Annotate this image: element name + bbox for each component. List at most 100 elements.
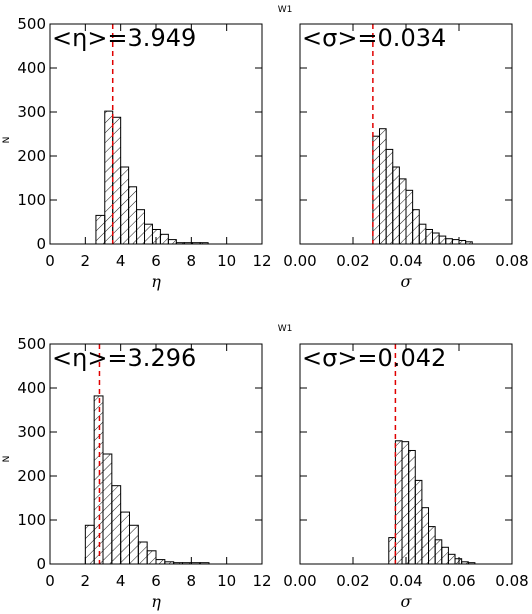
histogram-bar bbox=[155, 559, 166, 565]
histogram-bar bbox=[388, 537, 396, 565]
x-tick-label: 0.00 bbox=[283, 572, 316, 590]
histogram-bar bbox=[144, 223, 153, 245]
histogram-bars bbox=[95, 110, 209, 245]
histogram-bar bbox=[398, 178, 407, 245]
mean-annotation: <η>=3.949 bbox=[52, 24, 196, 52]
y-ticks bbox=[300, 23, 512, 245]
panel-title: W1 bbox=[278, 324, 293, 334]
histogram-bar bbox=[392, 166, 400, 245]
x-tick-label: 4 bbox=[116, 252, 126, 270]
x-axis-label: σ bbox=[401, 272, 413, 291]
y-axis-label: N bbox=[2, 456, 12, 463]
histogram-bar bbox=[167, 239, 177, 245]
panel-sigma-bottom: 0.00 0.02 0.04 0.06 0.08 <σ>=0.042 σ bbox=[283, 343, 529, 611]
histogram-bar bbox=[112, 116, 122, 245]
x-tick-label: 10 bbox=[217, 572, 236, 590]
histogram-bars bbox=[84, 395, 210, 565]
y-tick-label: 400 bbox=[17, 379, 46, 397]
x-tick-label: 8 bbox=[187, 252, 197, 270]
y-ticks: 0 100 200 300 400 500 bbox=[17, 335, 262, 573]
histogram-bar bbox=[146, 550, 157, 565]
x-tick-label: 0.08 bbox=[495, 252, 528, 270]
histogram-bar bbox=[445, 238, 453, 245]
x-tick-label: 2 bbox=[81, 252, 91, 270]
plot-frame bbox=[49, 23, 263, 245]
x-tick-label: 6 bbox=[151, 252, 161, 270]
x-tick-label: 0.04 bbox=[389, 572, 422, 590]
y-axis-label: N bbox=[2, 137, 12, 144]
histogram-bar bbox=[379, 128, 387, 245]
histogram-bars bbox=[388, 440, 476, 565]
y-tick-label: 200 bbox=[17, 147, 46, 165]
x-tick-label: 0 bbox=[45, 572, 55, 590]
histogram-bar bbox=[95, 214, 106, 245]
y-tick-label: 300 bbox=[17, 103, 46, 121]
histogram-bar bbox=[432, 232, 440, 245]
histogram-bar bbox=[401, 441, 410, 565]
histogram-bar bbox=[425, 228, 433, 245]
x-axis-label: η bbox=[151, 272, 161, 291]
panel-sigma-top: 0.00 0.02 0.04 0.06 0.08 <σ>=0.034 σ bbox=[283, 23, 529, 291]
y-tick-label: 500 bbox=[17, 335, 46, 353]
histogram-bar bbox=[93, 395, 104, 565]
histogram-bar bbox=[128, 186, 138, 245]
x-tick-label: 10 bbox=[217, 252, 236, 270]
histogram-bar bbox=[385, 148, 394, 245]
mean-annotation: <σ>=0.034 bbox=[302, 24, 446, 52]
histogram-bar bbox=[137, 541, 148, 565]
histogram-bar bbox=[102, 453, 113, 565]
x-axis-label: σ bbox=[401, 592, 413, 611]
x-tick-label: 0.02 bbox=[336, 252, 369, 270]
y-ticks bbox=[300, 343, 512, 565]
y-tick-label: 100 bbox=[17, 191, 46, 209]
y-tick-label: 200 bbox=[17, 467, 46, 485]
histogram-bar bbox=[136, 209, 146, 245]
x-tick-label: 0.06 bbox=[442, 572, 475, 590]
histogram-bar bbox=[428, 526, 436, 565]
histogram-bar bbox=[451, 239, 460, 245]
x-tick-label: 8 bbox=[187, 572, 197, 590]
histogram-bar bbox=[104, 110, 114, 245]
histogram-bar bbox=[120, 511, 130, 565]
x-ticks: 0 2 4 6 8 10 12 bbox=[45, 24, 272, 270]
y-ticks: 0 100 200 300 400 500 bbox=[17, 15, 262, 253]
histogram-bar bbox=[408, 449, 416, 565]
x-ticks: 0.00 0.02 0.04 0.06 0.08 bbox=[283, 344, 529, 590]
x-ticks: 0.00 0.02 0.04 0.06 0.08 bbox=[283, 24, 529, 270]
histogram-bar bbox=[412, 209, 420, 245]
x-tick-label: 0.08 bbox=[495, 572, 528, 590]
x-tick-label: 2 bbox=[81, 572, 91, 590]
histogram-bar bbox=[394, 440, 403, 565]
histogram-bar bbox=[84, 524, 95, 565]
histogram-bar bbox=[421, 507, 430, 565]
histogram-bar bbox=[405, 189, 414, 245]
y-tick-label: 400 bbox=[17, 59, 46, 77]
y-tick-label: 0 bbox=[36, 235, 46, 253]
x-tick-label: 6 bbox=[151, 572, 161, 590]
histogram-bar bbox=[159, 233, 169, 245]
x-tick-label: 12 bbox=[252, 572, 271, 590]
x-tick-label: 0.04 bbox=[389, 252, 422, 270]
histogram-bar bbox=[441, 546, 449, 565]
x-axis-label: η bbox=[151, 592, 161, 611]
x-tick-label: 12 bbox=[252, 252, 271, 270]
panel-title: W1 bbox=[278, 5, 293, 15]
x-tick-label: 0.00 bbox=[283, 252, 316, 270]
histogram-bar bbox=[454, 558, 463, 565]
histogram-bar bbox=[111, 485, 122, 565]
y-tick-label: 500 bbox=[17, 15, 46, 33]
x-tick-label: 0 bbox=[45, 252, 55, 270]
x-ticks: 0 2 4 6 8 10 12 bbox=[45, 344, 272, 590]
histogram-bar bbox=[438, 235, 447, 245]
y-tick-label: 300 bbox=[17, 423, 46, 441]
panel-eta-top: W1 N 0 100 200 300 400 500 0 2 4 6 8 10 12 <η>=3.94… bbox=[2, 5, 292, 291]
y-tick-label: 100 bbox=[17, 511, 46, 529]
plot-frame bbox=[49, 343, 263, 565]
histogram-bar bbox=[434, 539, 443, 565]
mean-annotation: <σ>=0.042 bbox=[302, 344, 446, 372]
histogram-bar bbox=[447, 553, 456, 565]
histogram-bar bbox=[372, 135, 380, 245]
histogram-bars bbox=[372, 128, 473, 245]
panel-eta-bottom: W1 N 0 100 200 300 400 500 0 2 4 6 8 10 12 <η>=3.29… bbox=[2, 324, 292, 611]
